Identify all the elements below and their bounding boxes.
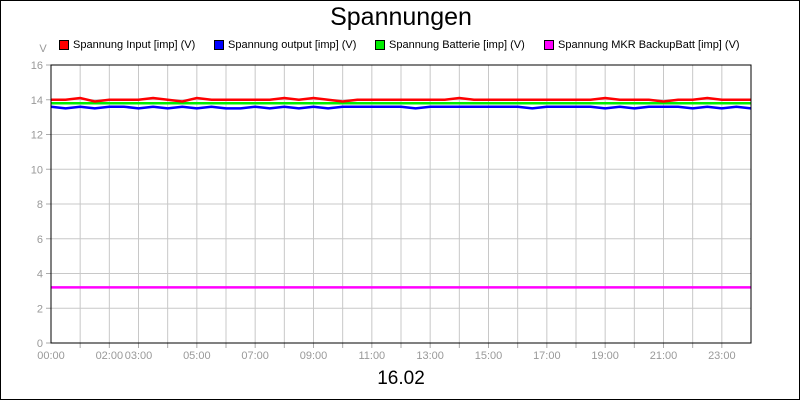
x-tick-label: 07:00 bbox=[241, 350, 269, 362]
legend-label: Spannung Batterie [imp] (V) bbox=[389, 39, 525, 51]
x-tick-label: 11:00 bbox=[358, 350, 385, 362]
x-tick-label: 17:00 bbox=[533, 350, 561, 362]
legend-item-output: Spannung output [imp] (V) bbox=[214, 39, 356, 51]
y-tick-label: 16 bbox=[31, 60, 43, 72]
x-tick-label: 05:00 bbox=[183, 350, 211, 362]
x-tick-label: 19:00 bbox=[591, 350, 619, 362]
x-tick-label: 02:00 bbox=[96, 350, 124, 362]
y-tick-label: 10 bbox=[31, 164, 43, 176]
y-tick-label: 8 bbox=[37, 199, 43, 211]
legend-label: Spannung MKR BackupBatt [imp] (V) bbox=[558, 39, 740, 51]
x-tick-label: 21:00 bbox=[650, 350, 678, 362]
series-line-0 bbox=[51, 96, 751, 103]
x-tick-label: 00:00 bbox=[37, 350, 65, 362]
legend-swatch bbox=[375, 40, 385, 50]
x-tick-label: 03:00 bbox=[125, 350, 153, 362]
x-tick-label: 09:00 bbox=[300, 350, 328, 362]
y-tick-label: 2 bbox=[37, 303, 43, 315]
x-tick-label: 13:00 bbox=[416, 350, 444, 362]
y-tick-label: 0 bbox=[37, 338, 43, 350]
series-line-1 bbox=[50, 105, 752, 110]
y-tick-label: 14 bbox=[31, 95, 43, 107]
y-tick-label: 4 bbox=[37, 269, 43, 281]
x-axis-title: 16.02 bbox=[377, 368, 425, 389]
legend-label: Spannung Input [imp] (V) bbox=[73, 39, 196, 51]
y-axis-label: V bbox=[39, 43, 47, 55]
y-tick-label: 12 bbox=[31, 130, 43, 142]
legend-swatch bbox=[59, 40, 69, 50]
chart-title: Spannungen bbox=[330, 3, 472, 31]
legend-swatch bbox=[544, 40, 554, 50]
plot-border bbox=[50, 64, 752, 344]
legend-item-input: Spannung Input [imp] (V) bbox=[59, 39, 195, 51]
legend-swatch bbox=[214, 40, 224, 50]
legend-item-batterie: Spannung Batterie [imp] (V) bbox=[375, 39, 525, 51]
y-tick-label: 6 bbox=[37, 234, 43, 246]
x-tick-label: 23:00 bbox=[708, 350, 736, 362]
x-tick-label: 15:00 bbox=[475, 350, 503, 362]
legend-item-mkr: Spannung MKR BackupBatt [imp] (V) bbox=[544, 39, 740, 51]
legend-label: Spannung output [imp] (V) bbox=[228, 39, 357, 51]
